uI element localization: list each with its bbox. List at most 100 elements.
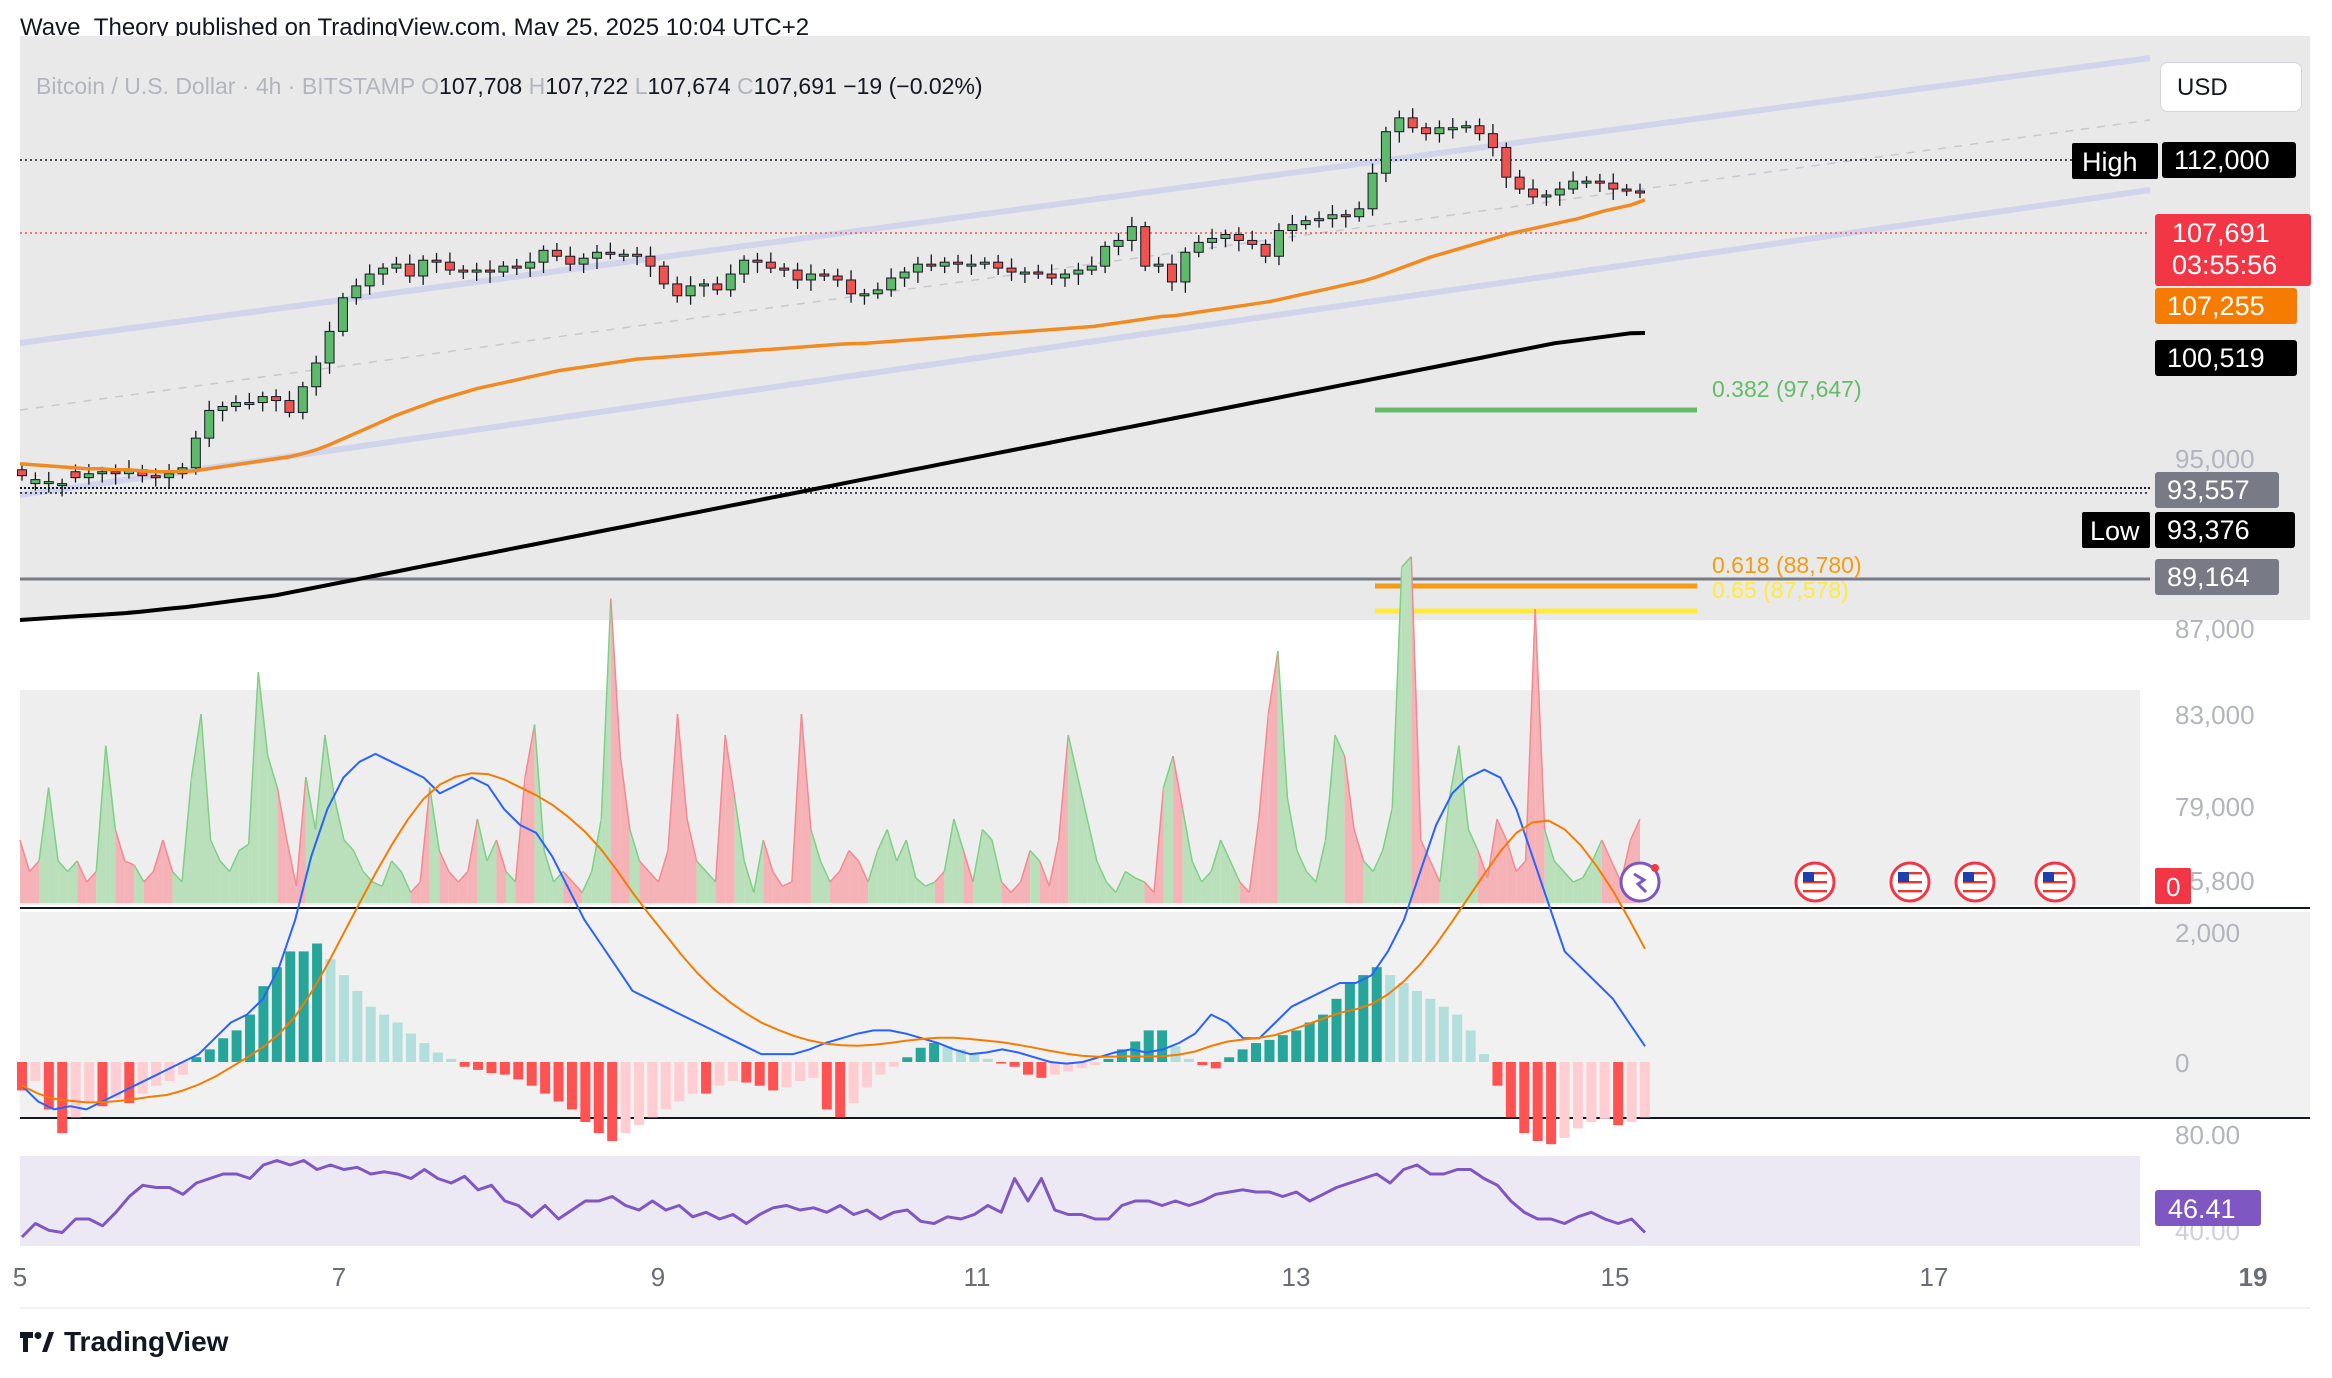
- macd-histogram-bar: [231, 1030, 242, 1062]
- volume-area: [648, 871, 659, 903]
- volume-area: [153, 840, 163, 903]
- macd-histogram-bar: [1438, 1006, 1449, 1062]
- volume-area: [334, 798, 344, 903]
- candle-body: [739, 259, 750, 275]
- volume-area: [1211, 840, 1221, 903]
- candle-body: [1327, 214, 1338, 220]
- volume-area: [1096, 861, 1107, 903]
- candle-body: [391, 263, 402, 269]
- candle-body: [1073, 269, 1084, 275]
- volume-area: [1277, 651, 1288, 903]
- volume-edge: [972, 829, 984, 883]
- volume-area: [1220, 840, 1231, 903]
- volume-edge: [705, 870, 717, 883]
- flag-icon: [1954, 861, 1996, 903]
- volume-edge: [209, 839, 221, 862]
- macd-histogram-bar: [741, 1062, 752, 1083]
- volume-area: [29, 861, 40, 903]
- volume-area: [1296, 850, 1307, 903]
- macd-histogram-bar: [513, 1062, 524, 1080]
- macd-line: [21, 752, 1646, 1111]
- volume-area: [534, 724, 545, 903]
- volume-edge: [733, 797, 745, 862]
- volume-edge: [896, 839, 907, 862]
- volume-edge: [676, 713, 688, 820]
- candle-body: [471, 269, 482, 273]
- candle-body: [1514, 176, 1525, 190]
- volume-area: [67, 861, 78, 903]
- volume-area: [1544, 829, 1555, 903]
- volume-edge: [1201, 870, 1212, 883]
- macd-histogram-bar: [754, 1062, 765, 1086]
- volume-edge: [800, 713, 812, 830]
- countdown-text: 03:55:56: [2172, 250, 2277, 280]
- macd-histogram-bar: [593, 1062, 604, 1134]
- volume-area: [1106, 882, 1116, 903]
- volume-edge: [1610, 860, 1622, 883]
- macd-histogram-bar: [875, 1062, 886, 1075]
- volume-area: [1020, 850, 1031, 903]
- volume-area: [830, 871, 840, 903]
- candle-body: [926, 263, 937, 267]
- candle-body: [765, 261, 776, 269]
- volume-area: [801, 714, 811, 903]
- volume-area: [963, 850, 973, 903]
- macd-histogram-bar: [1237, 1049, 1248, 1062]
- candle-body: [1474, 125, 1485, 135]
- tradingview-logo[interactable]: TradingView: [20, 1326, 228, 1358]
- volume-area: [382, 861, 392, 903]
- volume-area: [115, 829, 125, 903]
- last-price-tag: [2155, 214, 2311, 286]
- volume-edge: [352, 850, 364, 872]
- macd-histogram-bar: [1036, 1062, 1047, 1078]
- volume-area: [858, 861, 869, 903]
- macd-histogram-bar: [1358, 975, 1369, 1062]
- fib-label: 0.618 (88,780): [1712, 552, 1862, 578]
- volume-area: [77, 861, 87, 903]
- volume-area: [782, 882, 792, 903]
- macd-histogram-bar: [862, 1062, 873, 1088]
- candle-body: [1287, 224, 1298, 232]
- volume-edge: [1439, 797, 1451, 883]
- candle-body: [1568, 180, 1579, 190]
- volume-edge: [1067, 734, 1079, 778]
- volume-edge: [1543, 829, 1555, 862]
- volume-area: [105, 745, 116, 903]
- macd-histogram-bar: [566, 1062, 577, 1110]
- macd-histogram-bar: [352, 990, 363, 1062]
- volume-area: [1306, 871, 1316, 903]
- macd-histogram-bar: [848, 1062, 859, 1104]
- macd-histogram-bar: [432, 1052, 443, 1062]
- volume-area: [277, 787, 287, 903]
- volume-area: [324, 735, 335, 903]
- volume-edge: [1048, 839, 1060, 887]
- level-89164-tag-text: 89,164: [2167, 562, 2250, 592]
- volume-edge: [114, 829, 126, 862]
- candle-body: [1260, 243, 1271, 257]
- currency-button[interactable]: USD: [2160, 62, 2302, 112]
- volume-edge: [524, 724, 536, 778]
- ema200-tag: [2155, 340, 2297, 376]
- candle-body: [378, 267, 389, 275]
- macd-histogram-bar: [124, 1062, 135, 1104]
- macd-histogram-bar: [338, 975, 349, 1062]
- volume-edge: [1601, 839, 1613, 862]
- volume-area: [982, 829, 992, 903]
- volume-edge: [848, 849, 860, 862]
- macd-histogram-bar: [258, 986, 269, 1062]
- ema50-line: [19, 198, 1646, 474]
- volume-area: [391, 861, 402, 903]
- volume-edge: [143, 870, 154, 883]
- volume-edge: [276, 787, 288, 841]
- volume-area: [1354, 829, 1364, 903]
- volume-area: [544, 850, 554, 903]
- volume-area: [1049, 840, 1059, 903]
- x-axis-label: 13: [1282, 1262, 1311, 1292]
- candle-body: [311, 362, 322, 388]
- volume-area: [639, 861, 649, 903]
- volume-edge: [1629, 818, 1641, 841]
- candle-body: [1046, 273, 1057, 279]
- rsi-axis-label: 80.00: [2175, 1120, 2240, 1150]
- volume-edge: [743, 860, 755, 893]
